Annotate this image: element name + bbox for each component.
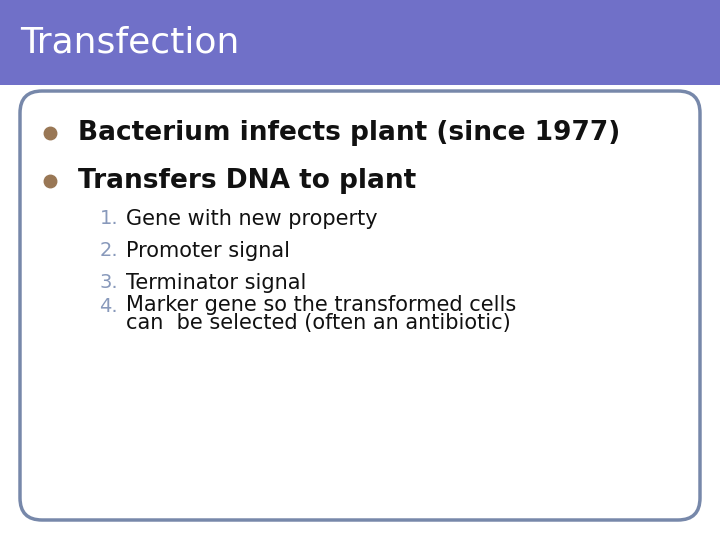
Text: Terminator signal: Terminator signal [126, 273, 307, 293]
Text: can  be selected (often an antibiotic): can be selected (often an antibiotic) [126, 313, 510, 333]
Bar [0, 0, 720, 85]
Text: 4.: 4. [99, 296, 118, 315]
FancyBboxPatch shape [20, 91, 700, 520]
Text: Gene with new property: Gene with new property [126, 209, 377, 229]
Text: Promoter signal: Promoter signal [126, 241, 290, 261]
Text: Transfers DNA to plant: Transfers DNA to plant [78, 168, 416, 194]
Text: 1.: 1. [99, 210, 118, 228]
Text: Marker gene so the transformed cells: Marker gene so the transformed cells [126, 295, 516, 315]
Text: 2.: 2. [99, 241, 118, 260]
Text: 3.: 3. [99, 273, 118, 293]
Text: Bacterium infects plant (since 1977): Bacterium infects plant (since 1977) [78, 120, 620, 146]
Text: Transfection: Transfection [20, 25, 239, 59]
